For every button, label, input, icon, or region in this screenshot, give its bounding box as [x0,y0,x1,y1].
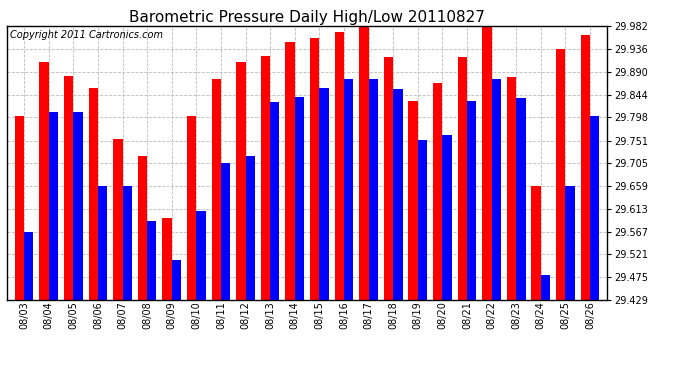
Bar [39,62,49,300]
Bar [531,186,541,300]
Bar [236,62,246,300]
Bar [246,156,255,300]
Bar [433,82,442,300]
Bar [295,96,304,300]
Bar [590,116,600,300]
Bar [556,49,565,300]
Bar [98,186,107,300]
Bar [310,38,319,300]
Title: Barometric Pressure Daily High/Low 20110827: Barometric Pressure Daily High/Low 20110… [129,10,485,25]
Bar [138,156,147,300]
Bar [286,42,295,300]
Bar [408,102,417,300]
Bar [270,102,279,300]
Bar [541,275,550,300]
Bar [162,218,172,300]
Bar [393,89,402,300]
Bar [507,77,516,300]
Bar [88,88,98,300]
Bar [147,221,157,300]
Bar [212,79,221,300]
Bar [384,57,393,300]
Bar [172,260,181,300]
Bar [24,232,34,300]
Bar [221,164,230,300]
Bar [187,116,197,300]
Bar [261,57,270,300]
Bar [49,112,58,300]
Text: Copyright 2011 Cartronics.com: Copyright 2011 Cartronics.com [10,30,163,40]
Bar [197,211,206,300]
Bar [516,98,526,300]
Bar [14,116,24,300]
Bar [64,76,73,300]
Bar [580,34,590,300]
Bar [359,27,368,300]
Bar [565,186,575,300]
Bar [123,186,132,300]
Bar [73,112,83,300]
Bar [113,139,123,300]
Bar [457,57,467,300]
Bar [319,88,328,300]
Bar [491,79,501,300]
Bar [344,79,353,300]
Bar [442,135,452,300]
Bar [368,79,378,300]
Bar [417,140,427,300]
Bar [482,26,491,300]
Bar [335,32,344,300]
Bar [467,102,476,300]
